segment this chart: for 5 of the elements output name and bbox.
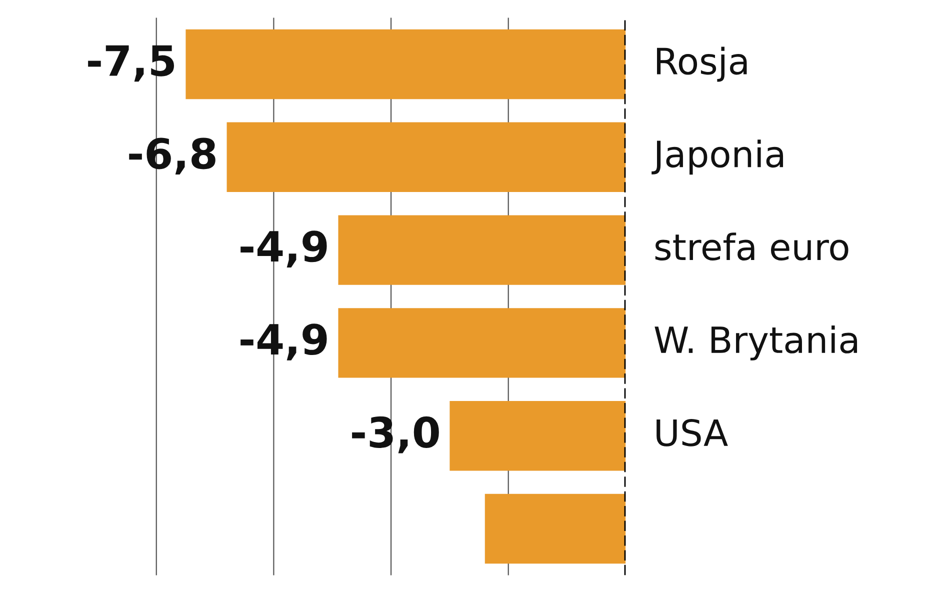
y-tick-label: strefa euro [655, 232, 848, 261]
y-tick-label: USA [656, 419, 728, 446]
y-tick-label: Japonia [652, 140, 784, 175]
y-tick-label: Rosja [657, 46, 747, 82]
y-tick-label: W. Brytania [654, 325, 858, 360]
